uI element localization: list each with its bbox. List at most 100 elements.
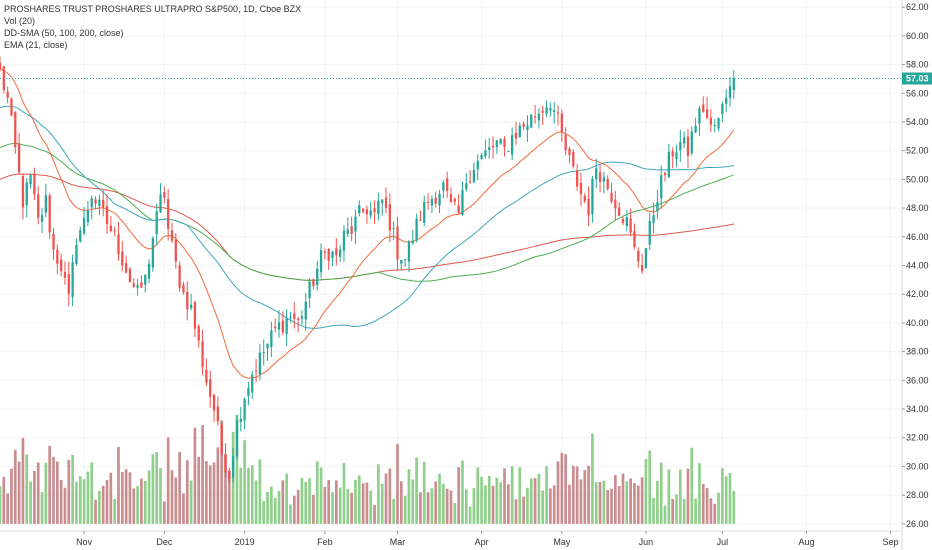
volume-bar bbox=[178, 451, 181, 524]
volume-bar bbox=[243, 440, 246, 524]
volume-bar bbox=[220, 420, 224, 524]
volume-bar bbox=[247, 467, 250, 524]
candle bbox=[75, 238, 78, 266]
last-price-label-bg bbox=[902, 72, 932, 85]
candle bbox=[667, 143, 671, 179]
candle-body bbox=[702, 104, 705, 112]
volume-bar bbox=[354, 479, 357, 524]
price-tick-label: 36.00 bbox=[906, 375, 929, 385]
volume-bar bbox=[281, 480, 285, 524]
candle bbox=[266, 343, 269, 361]
candle bbox=[247, 381, 250, 406]
candle bbox=[419, 210, 422, 221]
price-axis[interactable]: 26.00 28.00 30.00 32.00 34.00 36.00 38.00 40.00… bbox=[901, 0, 932, 550]
volume-bar bbox=[300, 477, 304, 524]
candle-body bbox=[354, 216, 357, 232]
candle bbox=[216, 396, 220, 426]
volume-bar bbox=[292, 495, 296, 524]
candle bbox=[147, 259, 151, 284]
candle bbox=[530, 113, 533, 128]
candle-body bbox=[400, 259, 403, 264]
candle-body bbox=[381, 199, 384, 204]
candle-body bbox=[220, 424, 223, 454]
volume-bar bbox=[399, 481, 403, 524]
candle-body bbox=[170, 230, 174, 241]
volume-bar bbox=[636, 485, 640, 524]
candle-body bbox=[174, 239, 177, 262]
candle bbox=[511, 127, 514, 161]
candle-body bbox=[537, 113, 541, 121]
candle bbox=[369, 201, 372, 220]
candle-body bbox=[25, 182, 28, 206]
volume-bar bbox=[193, 427, 197, 524]
candle-body bbox=[361, 208, 365, 212]
candle bbox=[564, 127, 567, 156]
candle-body bbox=[426, 201, 430, 203]
candle-body bbox=[121, 251, 124, 266]
volume-bar bbox=[346, 488, 350, 524]
candle-body bbox=[725, 97, 728, 104]
candle-body bbox=[610, 192, 613, 202]
volume-bar bbox=[120, 472, 124, 524]
candle bbox=[388, 193, 391, 243]
candle bbox=[197, 324, 200, 348]
candle bbox=[507, 150, 510, 153]
volume-bar bbox=[101, 485, 105, 524]
candle bbox=[94, 196, 97, 210]
candle-body bbox=[105, 206, 109, 225]
candle bbox=[308, 278, 311, 309]
volume-bar bbox=[82, 479, 86, 524]
candle-body bbox=[369, 210, 372, 216]
candle-body bbox=[224, 454, 227, 473]
volume-bar bbox=[384, 473, 388, 524]
candle bbox=[461, 181, 464, 216]
time-tick-label: Sep bbox=[883, 537, 899, 547]
candle-body bbox=[48, 195, 51, 233]
candle bbox=[262, 339, 265, 366]
candle bbox=[656, 189, 659, 220]
candle bbox=[396, 216, 399, 271]
candle-body bbox=[499, 138, 502, 144]
candle bbox=[235, 414, 239, 460]
volume-bar bbox=[331, 492, 334, 524]
candle bbox=[373, 200, 376, 224]
candle bbox=[725, 89, 728, 112]
price-tick-label: 26.00 bbox=[906, 519, 929, 529]
volume-bar bbox=[197, 456, 201, 524]
volume-bar bbox=[0, 486, 2, 524]
candle bbox=[377, 192, 380, 221]
volume-bar bbox=[464, 489, 468, 524]
candle-body bbox=[637, 250, 640, 262]
candle-body bbox=[293, 313, 296, 320]
candle bbox=[117, 222, 120, 261]
volume-bar bbox=[105, 480, 109, 524]
candle bbox=[71, 254, 74, 307]
candle-body bbox=[274, 326, 277, 328]
candle-body bbox=[472, 169, 476, 183]
volume-bar bbox=[686, 468, 690, 524]
candle-body bbox=[29, 175, 32, 185]
ema21-line bbox=[0, 68, 735, 379]
candle bbox=[254, 358, 258, 383]
volume-bar bbox=[52, 456, 55, 524]
time-tick-label: Apr bbox=[475, 537, 489, 547]
candle-body bbox=[285, 318, 288, 334]
candle bbox=[63, 261, 67, 285]
candle-body bbox=[579, 182, 583, 195]
volume-bar bbox=[212, 462, 216, 524]
candle-body bbox=[556, 112, 560, 114]
candle bbox=[25, 177, 28, 218]
volume-bar bbox=[709, 498, 713, 524]
candle-body bbox=[598, 172, 602, 183]
candle bbox=[6, 86, 9, 104]
volume-bar bbox=[430, 488, 434, 524]
candle-body bbox=[193, 302, 197, 329]
volume-bar bbox=[357, 475, 361, 524]
candle bbox=[281, 311, 284, 336]
candle bbox=[163, 186, 166, 204]
candle bbox=[319, 243, 323, 278]
candle-body bbox=[63, 271, 67, 278]
candle-body bbox=[239, 418, 242, 423]
time-axis[interactable]: Nov Dec 2019 Feb Mar Apr May Jun Jul Aug Sep bbox=[0, 530, 902, 547]
